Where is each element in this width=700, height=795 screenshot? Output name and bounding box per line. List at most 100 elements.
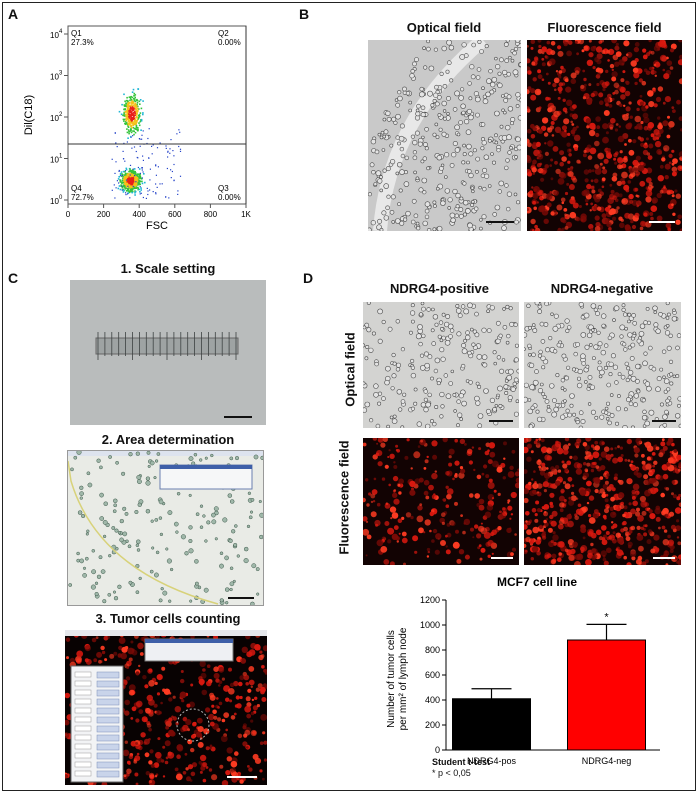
fluor-cell xyxy=(245,682,249,686)
fluor-cell xyxy=(527,45,529,48)
fluor-cell xyxy=(496,466,503,473)
fluor-cell xyxy=(612,172,618,178)
fluor-cell xyxy=(205,766,209,769)
scatter-dot xyxy=(129,180,131,182)
fluor-cell xyxy=(480,522,483,525)
fluor-cell xyxy=(547,97,551,101)
fluor-cell xyxy=(371,489,378,495)
fluor-cell xyxy=(633,447,640,454)
cell xyxy=(481,214,487,220)
fluor-cell xyxy=(582,472,589,479)
fluor-cell xyxy=(365,520,369,523)
cell xyxy=(423,142,428,147)
fluor-cell xyxy=(639,226,644,231)
cell xyxy=(364,356,369,361)
fluor-cell xyxy=(543,504,550,510)
cell xyxy=(497,189,503,194)
fluor-cell xyxy=(667,534,671,539)
cell xyxy=(506,94,512,100)
scatter-dot xyxy=(123,118,126,121)
cell xyxy=(455,204,460,209)
fluor-cell xyxy=(591,189,596,194)
cell xyxy=(627,312,632,317)
panel-a-label: A xyxy=(8,6,19,22)
fluor-cell xyxy=(435,533,442,540)
cell xyxy=(425,423,431,428)
fluor-cell xyxy=(635,194,639,198)
scatter-dot xyxy=(130,127,132,130)
fluor-cell xyxy=(594,140,600,147)
cell xyxy=(502,307,506,311)
fluor-cell xyxy=(639,137,644,142)
scatter-dot xyxy=(179,175,182,177)
fluor-cell xyxy=(662,120,669,127)
fluor-cell xyxy=(538,205,545,213)
fluor-cell xyxy=(185,719,192,726)
scatter-dot xyxy=(122,191,125,193)
cell xyxy=(391,116,397,122)
fluor-cell xyxy=(568,184,575,190)
cell xyxy=(468,172,474,179)
cell xyxy=(527,343,532,349)
cell xyxy=(122,531,128,537)
cell xyxy=(506,191,512,197)
fluor-cell xyxy=(164,719,170,725)
cell xyxy=(560,377,566,383)
fluor-cell xyxy=(390,517,393,520)
cell xyxy=(669,381,674,386)
fluor-cell xyxy=(627,459,631,462)
fluor-cell xyxy=(628,149,635,156)
fluor-cell xyxy=(678,54,682,60)
fluor-cell xyxy=(642,54,648,60)
fluor-cell xyxy=(597,188,602,193)
fluor-cell xyxy=(582,536,586,540)
cell xyxy=(510,386,516,392)
fluor-cell xyxy=(497,492,501,496)
fluor-cell xyxy=(122,749,130,757)
c-area-scalebar xyxy=(228,597,254,599)
fluor-cell xyxy=(572,455,578,461)
fluor-cell xyxy=(578,205,582,208)
fluor-cell xyxy=(538,524,544,530)
scatter-dot xyxy=(129,114,131,117)
cell xyxy=(507,368,514,375)
cell xyxy=(540,339,546,344)
fluor-cell xyxy=(593,178,599,184)
fluor-cell xyxy=(109,653,115,659)
cell xyxy=(128,580,133,585)
fluor-cell xyxy=(536,483,543,489)
fluor-cell xyxy=(510,491,517,499)
fluor-cell xyxy=(376,442,379,445)
cell xyxy=(397,161,403,168)
cell xyxy=(472,345,478,350)
fluor-cell xyxy=(229,682,235,688)
fluor-cell xyxy=(546,553,552,558)
cell xyxy=(229,581,235,587)
fluor-cell xyxy=(595,116,601,122)
cell xyxy=(115,460,119,465)
cell xyxy=(415,333,422,340)
cell xyxy=(508,55,512,60)
fluor-cell xyxy=(104,658,108,662)
scatter-dot xyxy=(123,158,125,160)
scatter-dot xyxy=(131,102,133,105)
fluor-cell xyxy=(595,465,600,469)
fluor-cell xyxy=(477,546,481,550)
fluor-cell xyxy=(223,712,230,718)
fluor-cell xyxy=(670,43,677,50)
fluor-cell xyxy=(572,113,578,120)
scatter-dot xyxy=(134,192,136,194)
scatter-dot xyxy=(135,181,137,183)
cell xyxy=(188,548,194,554)
scatter-dot xyxy=(122,118,125,121)
cell xyxy=(515,136,521,143)
counter-type-row xyxy=(74,734,92,741)
cell xyxy=(597,365,603,372)
cell xyxy=(99,465,103,470)
cell xyxy=(210,453,214,458)
fluor-cell xyxy=(630,525,636,531)
cell xyxy=(169,567,174,572)
fluor-cell xyxy=(148,668,153,673)
fluor-cell xyxy=(588,169,592,173)
fluor-cell xyxy=(398,491,402,495)
